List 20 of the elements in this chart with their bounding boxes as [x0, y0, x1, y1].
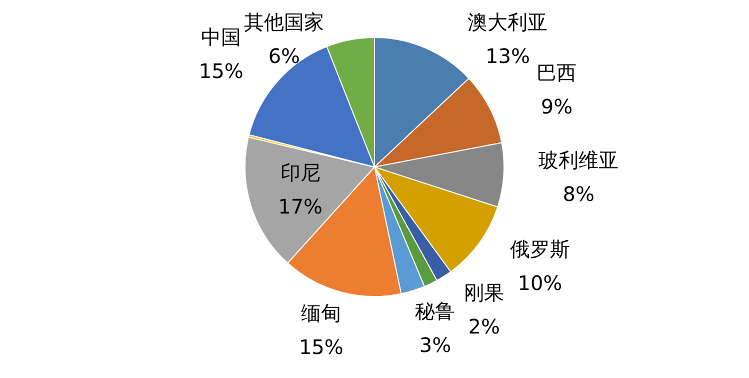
slice-label: 缅甸: [301, 300, 342, 325]
slice-label: 中国: [201, 25, 242, 50]
data-label: 2%: [468, 314, 500, 338]
data-label: 8%: [562, 182, 594, 206]
slice-label: 其他国家: [244, 10, 324, 34]
slice-label: 澳大利亚: [468, 10, 548, 34]
data-label: 15%: [298, 334, 344, 359]
data-label: 13%: [485, 44, 530, 68]
data-label: 17%: [278, 194, 323, 218]
data-label: 9%: [540, 94, 573, 118]
slice-label: 俄罗斯: [510, 236, 570, 261]
slice-label: 玻利维亚: [538, 148, 619, 172]
data-label: 15%: [198, 59, 244, 84]
data-label: 6%: [268, 44, 300, 68]
slice-label: 刚果: [464, 280, 504, 304]
slice-label: 印尼: [280, 160, 320, 184]
slice-label: 巴西: [536, 60, 577, 84]
slice-label: 秘鲁: [415, 299, 456, 324]
data-label: 10%: [518, 270, 562, 295]
data-label: 3%: [419, 333, 452, 358]
